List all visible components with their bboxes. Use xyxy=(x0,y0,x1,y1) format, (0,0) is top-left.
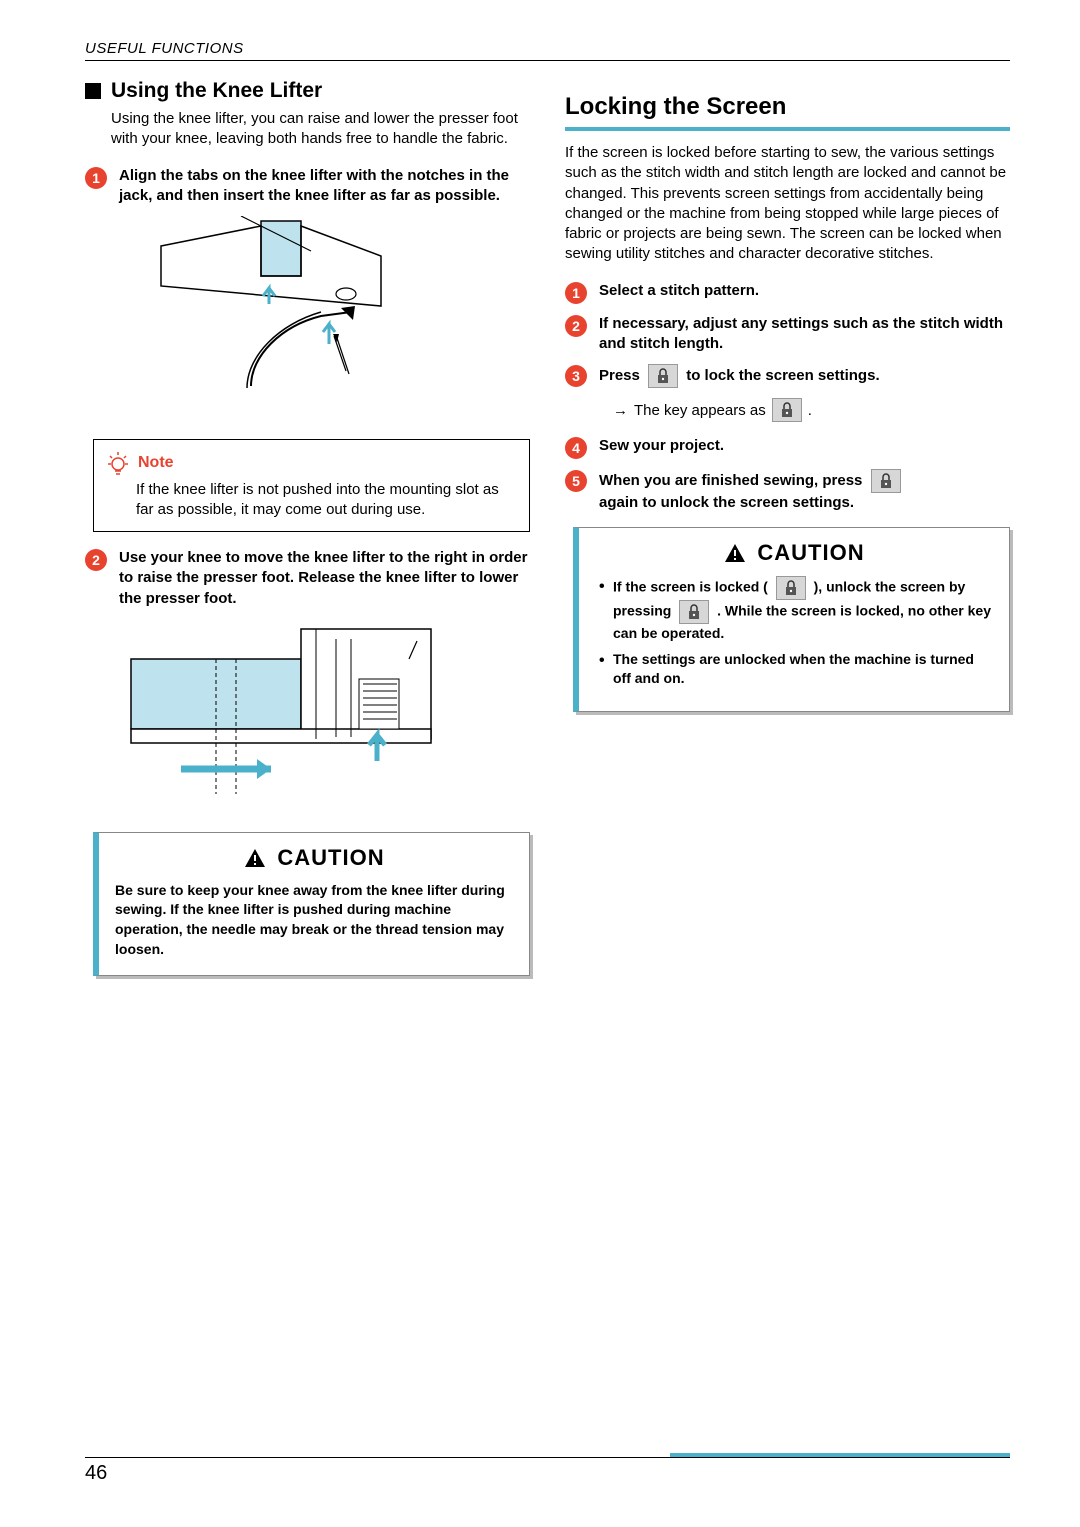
caution-box: CAUTION Be sure to keep your knee away f… xyxy=(93,832,530,976)
step-text: Use your knee to move the knee lifter to… xyxy=(119,548,530,609)
step-text: Sew your project. xyxy=(599,436,1010,459)
step-text-after: to lock the screen settings. xyxy=(686,367,879,384)
footer-accent-bar xyxy=(670,1453,1010,1457)
step-number-badge: 5 xyxy=(565,470,587,492)
step-number-badge: 1 xyxy=(85,167,107,189)
caution-body: Be sure to keep your knee away from the … xyxy=(115,881,513,959)
note-title: Note xyxy=(138,454,174,472)
note-box: Note If the knee lifter is not pushed in… xyxy=(93,439,530,532)
lock-button-icon xyxy=(648,364,678,388)
step-item: 3 Press to lock the screen settings. xyxy=(565,364,1010,388)
lock-button-icon xyxy=(776,576,806,600)
running-header: USEFUL FUNCTIONS xyxy=(85,40,1010,61)
step-text: If necessary, adjust any settings such a… xyxy=(599,314,1010,355)
step-item: 1 Align the tabs on the knee lifter with… xyxy=(85,166,530,207)
result-text-before: The key appears as xyxy=(634,402,766,419)
right-column: Locking the Screen If the screen is lock… xyxy=(565,79,1010,976)
step-number-badge: 3 xyxy=(565,365,587,387)
step-result: → The key appears as . xyxy=(613,398,1010,422)
step-number-badge: 1 xyxy=(565,282,587,304)
step-number-badge: 2 xyxy=(565,315,587,337)
step-text: When you are finished sewing, press agai… xyxy=(599,469,1010,513)
lock-button-icon xyxy=(772,398,802,422)
bullet-text-a: If the screen is locked ( xyxy=(613,579,768,595)
arrow-icon: → xyxy=(613,402,628,419)
figure-knee-lifter-insert xyxy=(121,216,530,421)
caution-body: If the screen is locked ( ), unlock the … xyxy=(595,576,993,689)
section-title: Locking the Screen xyxy=(565,93,1010,131)
figure-knee-lifter-use xyxy=(121,619,530,814)
caution-title: CAUTION xyxy=(277,845,384,871)
caution-bullet: If the screen is locked ( ), unlock the … xyxy=(595,576,993,644)
caution-box: CAUTION If the screen is locked ( ), unl… xyxy=(573,527,1010,712)
step-item: 4 Sew your project. xyxy=(565,436,1010,459)
subsection-intro: Using the knee lifter, you can raise and… xyxy=(111,109,530,150)
warning-icon xyxy=(243,847,267,869)
step-text-before: Press xyxy=(599,367,640,384)
subsection-title: Using the Knee Lifter xyxy=(111,79,322,103)
page-number: 46 xyxy=(85,1458,1010,1485)
note-body: If the knee lifter is not pushed into th… xyxy=(136,480,517,519)
step-item: 1 Select a stitch pattern. xyxy=(565,281,1010,304)
step-text: Select a stitch pattern. xyxy=(599,281,1010,304)
lock-button-icon xyxy=(871,469,901,493)
step-text-before: When you are finished sewing, press xyxy=(599,472,862,489)
step-text-after: again to unlock the screen settings. xyxy=(599,494,854,511)
lightbulb-icon xyxy=(106,450,130,476)
subsection-heading: Using the Knee Lifter xyxy=(85,79,530,103)
step-item: 5 When you are finished sewing, press ag… xyxy=(565,469,1010,513)
step-number-badge: 2 xyxy=(85,549,107,571)
section-intro: If the screen is locked before starting … xyxy=(565,143,1010,265)
header-section-label: USEFUL FUNCTIONS xyxy=(85,40,244,57)
lock-button-icon xyxy=(679,600,709,624)
result-text-after: . xyxy=(808,402,812,419)
caution-title: CAUTION xyxy=(757,540,864,566)
step-item: 2 If necessary, adjust any settings such… xyxy=(565,314,1010,355)
step-item: 2 Use your knee to move the knee lifter … xyxy=(85,548,530,609)
step-text: Align the tabs on the knee lifter with t… xyxy=(119,166,530,207)
page-footer: 46 xyxy=(85,1457,1010,1485)
step-number-badge: 4 xyxy=(565,437,587,459)
heading-bullet-square xyxy=(85,83,101,99)
left-column: Using the Knee Lifter Using the knee lif… xyxy=(85,79,530,976)
step-text: Press to lock the screen settings. xyxy=(599,364,1010,388)
caution-bullet: The settings are unlocked when the machi… xyxy=(595,650,993,689)
warning-icon xyxy=(723,542,747,564)
